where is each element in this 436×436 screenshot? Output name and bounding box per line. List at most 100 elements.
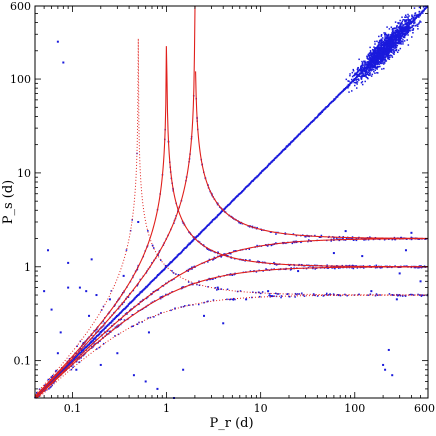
curve-point bbox=[131, 314, 134, 316]
curve-point bbox=[233, 250, 235, 252]
cluster-point bbox=[371, 61, 373, 64]
cluster-point bbox=[406, 28, 408, 31]
curve-point bbox=[90, 334, 93, 337]
cluster-point bbox=[392, 43, 395, 46]
identity-point bbox=[177, 254, 179, 257]
cluster-point bbox=[394, 21, 397, 23]
curve-point bbox=[280, 296, 282, 299]
cluster-point bbox=[376, 54, 379, 56]
x-tick-label: 600 bbox=[414, 402, 435, 415]
identity-point bbox=[164, 267, 167, 269]
cluster-point bbox=[389, 44, 391, 47]
cluster-point bbox=[374, 50, 376, 53]
cluster-point bbox=[391, 46, 394, 48]
cluster-point bbox=[396, 36, 399, 38]
curve-point bbox=[330, 240, 332, 242]
sum-curve bbox=[35, 266, 428, 399]
outlier-point bbox=[56, 352, 59, 355]
cluster-point bbox=[405, 33, 408, 35]
cluster-point bbox=[412, 29, 415, 31]
identity-point bbox=[91, 341, 93, 343]
cluster-point bbox=[389, 35, 392, 38]
cluster-point bbox=[409, 20, 411, 22]
cluster-point bbox=[398, 22, 400, 24]
cluster-point bbox=[400, 27, 403, 29]
curve-point bbox=[197, 303, 200, 306]
curve-point bbox=[230, 252, 232, 255]
cluster-point bbox=[373, 50, 375, 52]
curve-point bbox=[256, 244, 258, 247]
cluster-point bbox=[368, 70, 371, 72]
curve-point bbox=[210, 249, 212, 252]
curve-point bbox=[273, 268, 275, 270]
cluster-point bbox=[389, 47, 391, 50]
identity-point bbox=[127, 304, 129, 307]
identity-point bbox=[199, 233, 201, 235]
cluster-point bbox=[365, 67, 367, 70]
cluster-point bbox=[361, 63, 364, 66]
curve-point bbox=[45, 385, 48, 388]
cluster-point bbox=[357, 71, 359, 73]
identity-point bbox=[274, 157, 277, 160]
curve-point bbox=[231, 298, 234, 301]
cluster-point bbox=[415, 14, 417, 16]
curve-point bbox=[136, 284, 139, 287]
cluster-point bbox=[394, 49, 397, 52]
cluster-point bbox=[369, 54, 371, 56]
curve-point bbox=[355, 239, 358, 242]
cluster-point bbox=[380, 38, 383, 40]
cluster-point bbox=[369, 69, 371, 71]
identity-point bbox=[164, 268, 166, 270]
identity-point bbox=[348, 83, 351, 86]
data-points-group bbox=[34, 5, 429, 399]
cluster-point bbox=[395, 27, 398, 29]
cluster-point bbox=[395, 45, 397, 47]
cluster-point bbox=[379, 53, 381, 55]
cluster-point bbox=[375, 49, 377, 51]
cluster-point bbox=[367, 61, 369, 64]
cluster-point bbox=[378, 42, 380, 45]
cluster-point bbox=[406, 39, 408, 41]
identity-point bbox=[144, 287, 147, 289]
cluster-point bbox=[359, 72, 361, 75]
cluster-point bbox=[365, 66, 368, 69]
cluster-point bbox=[384, 58, 387, 61]
cluster-point bbox=[406, 24, 409, 27]
outlier-point bbox=[90, 258, 93, 261]
identity-point bbox=[80, 351, 83, 353]
cluster-point bbox=[347, 85, 350, 88]
cluster-point bbox=[366, 64, 368, 66]
y-axis-label: P_s (d) bbox=[1, 180, 16, 225]
cluster-point bbox=[361, 80, 364, 83]
cluster-point bbox=[395, 42, 397, 44]
cluster-point bbox=[374, 40, 376, 43]
curve-point bbox=[322, 295, 325, 297]
curve-point bbox=[220, 288, 223, 290]
cluster-point bbox=[363, 74, 366, 77]
cluster-point bbox=[405, 30, 408, 32]
cluster-point bbox=[422, 6, 425, 8]
cluster-point bbox=[380, 35, 383, 37]
cluster-point bbox=[406, 19, 408, 21]
cluster-point bbox=[376, 40, 378, 43]
cluster-point bbox=[348, 91, 350, 93]
outlier-point bbox=[108, 298, 111, 301]
cluster-point bbox=[400, 22, 402, 25]
curve-point bbox=[402, 295, 404, 297]
identity-point bbox=[303, 129, 306, 131]
cluster-point bbox=[374, 55, 377, 57]
cluster-point bbox=[380, 44, 383, 47]
identity-point bbox=[186, 245, 188, 248]
cluster-point bbox=[385, 55, 388, 57]
identity-point bbox=[285, 146, 287, 149]
cluster-point bbox=[369, 50, 372, 52]
identity-point bbox=[288, 142, 291, 145]
cluster-point bbox=[356, 78, 358, 81]
curve-point bbox=[72, 366, 74, 368]
cluster-point bbox=[398, 38, 400, 41]
cluster-point bbox=[381, 46, 383, 49]
cluster-point bbox=[387, 37, 390, 40]
cluster-point bbox=[377, 59, 379, 62]
identity-point bbox=[319, 113, 321, 116]
cluster-point bbox=[358, 79, 360, 81]
